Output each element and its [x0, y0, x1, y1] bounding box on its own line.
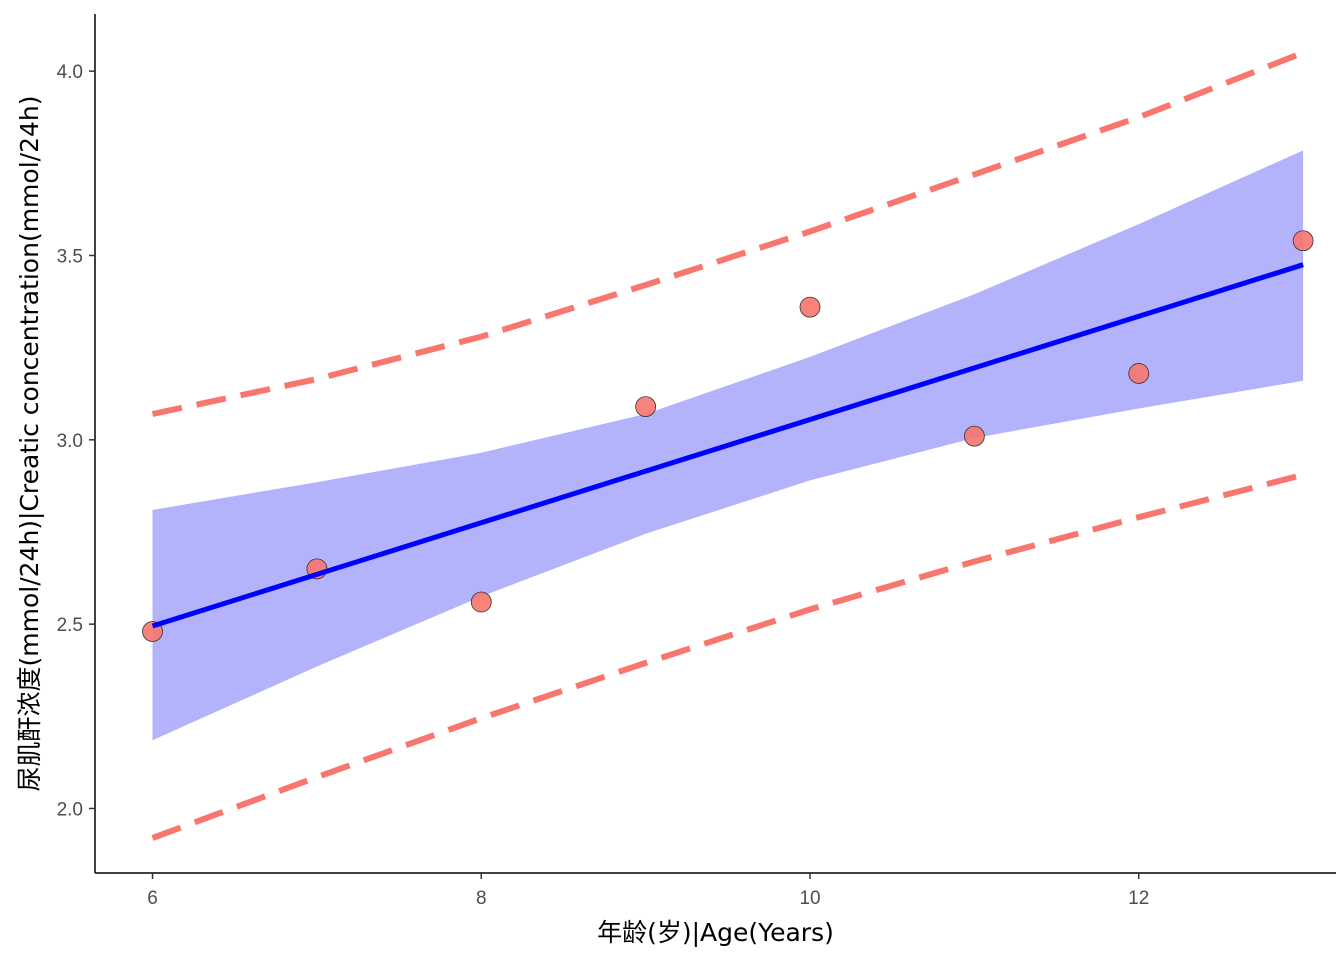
y-tick-label: 2.0 [57, 799, 83, 820]
x-tick-label: 6 [147, 888, 158, 909]
prediction-interval-upper-line [151, 49, 1305, 417]
y-tick-label: 4.0 [57, 62, 83, 83]
y-tick-label: 3.5 [57, 246, 83, 267]
data-point [1128, 363, 1150, 384]
data-point [1292, 230, 1314, 252]
x-tick-label: 8 [476, 888, 487, 909]
fit-line [151, 262, 1304, 629]
y-tick-label: 2.5 [57, 615, 83, 636]
data-point [635, 396, 657, 418]
y-tick-label: 3.0 [57, 431, 83, 452]
data-point [799, 296, 821, 318]
x-axis-title: 年龄(岁)|Age(Years) [597, 918, 834, 947]
plot-area [142, 49, 1314, 841]
data-point [470, 591, 492, 613]
x-axis-ticks: 6 8 10 12 [147, 873, 1149, 909]
x-tick-label: 12 [1128, 888, 1149, 909]
prediction-interval-lower-line [151, 471, 1304, 841]
data-point [963, 425, 985, 447]
x-tick-label: 10 [799, 888, 820, 909]
y-axis-title: 尿肌酐浓度(mmol/24h)|Creatic concentration(mm… [15, 96, 44, 792]
y-axis-ticks: 2.0 2.5 3.0 3.5 4.0 [57, 62, 95, 820]
